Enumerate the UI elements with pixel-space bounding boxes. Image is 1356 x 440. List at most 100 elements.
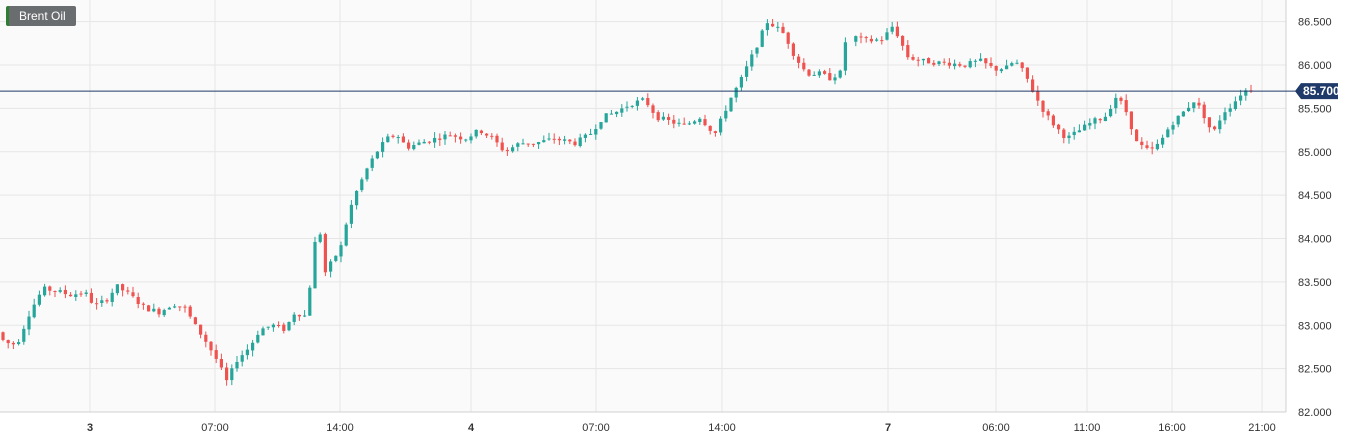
candle-body	[1207, 117, 1211, 128]
candle	[277, 321, 281, 328]
candle	[318, 232, 322, 244]
candle-body	[256, 334, 260, 343]
candle	[157, 307, 161, 318]
candle	[178, 306, 182, 312]
candle-body	[1036, 91, 1040, 101]
candle	[724, 105, 728, 122]
candle	[287, 321, 291, 332]
candle	[479, 129, 483, 136]
candle-body	[599, 122, 603, 129]
candle-body	[828, 73, 832, 81]
candle-body	[526, 143, 530, 145]
candle	[984, 57, 988, 69]
candle-body	[147, 305, 151, 312]
candle-body	[947, 62, 951, 66]
candle-body	[687, 123, 691, 125]
candle-body	[193, 317, 197, 325]
candle	[1072, 126, 1076, 140]
candle-body	[136, 296, 140, 304]
candle-body	[505, 150, 509, 152]
y-tick-label: 85.000	[1298, 147, 1332, 159]
candle-body	[1187, 107, 1191, 112]
candle-body	[615, 111, 619, 115]
x-tick-label: 16:00	[1158, 422, 1186, 434]
candle	[1213, 125, 1217, 131]
candle	[968, 58, 972, 69]
candle-body	[776, 26, 780, 28]
candle-body	[547, 138, 551, 140]
y-tick-label: 86.000	[1298, 60, 1332, 72]
candle-body	[167, 307, 171, 310]
candle	[422, 139, 426, 144]
x-tick-label: 07:00	[201, 422, 229, 434]
candle	[1057, 123, 1061, 134]
candle	[225, 362, 229, 386]
candle-body	[854, 36, 858, 42]
candle-body	[672, 119, 676, 124]
candle	[1031, 75, 1035, 93]
candle-body	[542, 140, 546, 143]
candle-body	[1233, 101, 1237, 110]
candle	[994, 65, 998, 76]
candle	[256, 330, 260, 344]
candle-body	[661, 116, 665, 120]
candle-body	[916, 59, 920, 61]
candle-body	[344, 224, 348, 246]
candle	[843, 37, 847, 76]
y-tick-label: 82.500	[1298, 364, 1332, 376]
candle	[947, 58, 951, 69]
candle	[89, 288, 93, 304]
candle-body	[963, 65, 967, 67]
candle	[1228, 103, 1232, 117]
candle-body	[802, 62, 806, 70]
candle	[745, 60, 749, 82]
candle	[121, 283, 125, 297]
candle-body	[901, 35, 905, 46]
candle-body	[152, 308, 156, 312]
candle	[890, 21, 894, 35]
candle-body	[297, 314, 301, 317]
candle	[152, 303, 156, 313]
candle	[1088, 118, 1092, 130]
candle-body	[115, 284, 119, 294]
candle	[53, 290, 57, 298]
candle	[344, 222, 348, 247]
candle-body	[204, 334, 208, 342]
candle	[578, 133, 582, 148]
candle-body	[391, 135, 395, 137]
y-tick-label: 85.500	[1298, 103, 1332, 115]
candle-body	[890, 26, 894, 32]
candle-body	[17, 342, 21, 345]
candle	[838, 69, 842, 79]
candle-body	[277, 324, 281, 326]
candle-body	[58, 290, 62, 292]
candle-body	[479, 130, 483, 134]
candle	[927, 57, 931, 64]
candle	[349, 200, 353, 229]
candle-body	[573, 141, 577, 146]
candle-body	[1145, 145, 1149, 148]
candle	[396, 134, 400, 144]
candle	[833, 73, 837, 85]
candle	[661, 112, 665, 121]
y-tick-label: 86.500	[1298, 17, 1332, 29]
candle	[1005, 59, 1009, 70]
candle	[698, 117, 702, 125]
candle-body	[287, 321, 291, 331]
candle-body	[568, 139, 572, 142]
candle-body	[469, 136, 473, 141]
candle-body	[225, 367, 229, 381]
candle-body	[178, 306, 182, 308]
candle-body	[1083, 124, 1087, 131]
last-price-tag: 85.700	[1295, 83, 1340, 100]
candle	[95, 298, 99, 310]
candle-body	[557, 138, 561, 141]
candle	[573, 138, 577, 147]
candle	[188, 305, 192, 319]
candle-body	[797, 56, 801, 63]
candle	[542, 135, 546, 143]
candle	[599, 121, 603, 130]
candle-body	[79, 293, 83, 295]
